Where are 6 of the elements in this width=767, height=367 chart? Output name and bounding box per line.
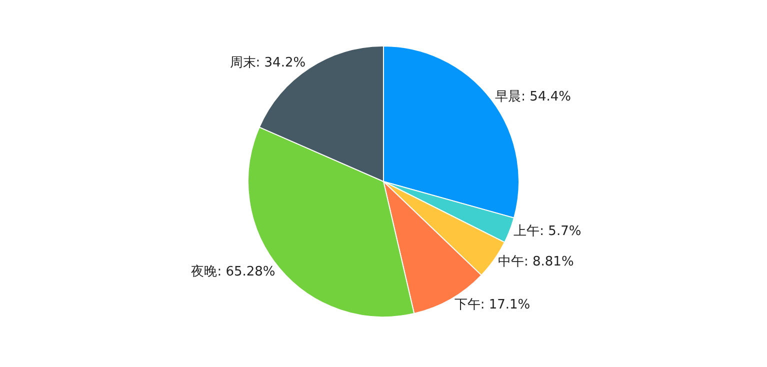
slice-label: 下午: 17.1% [454, 297, 530, 312]
slice-label: 中午: 8.81% [498, 254, 574, 270]
slice-label: 夜晚: 65.28% [191, 263, 276, 280]
slice-label: 周末: 34.2% [230, 55, 306, 70]
slice-label: 上午: 5.7% [514, 224, 582, 239]
slice-label: 早晨: 54.4% [495, 89, 571, 104]
